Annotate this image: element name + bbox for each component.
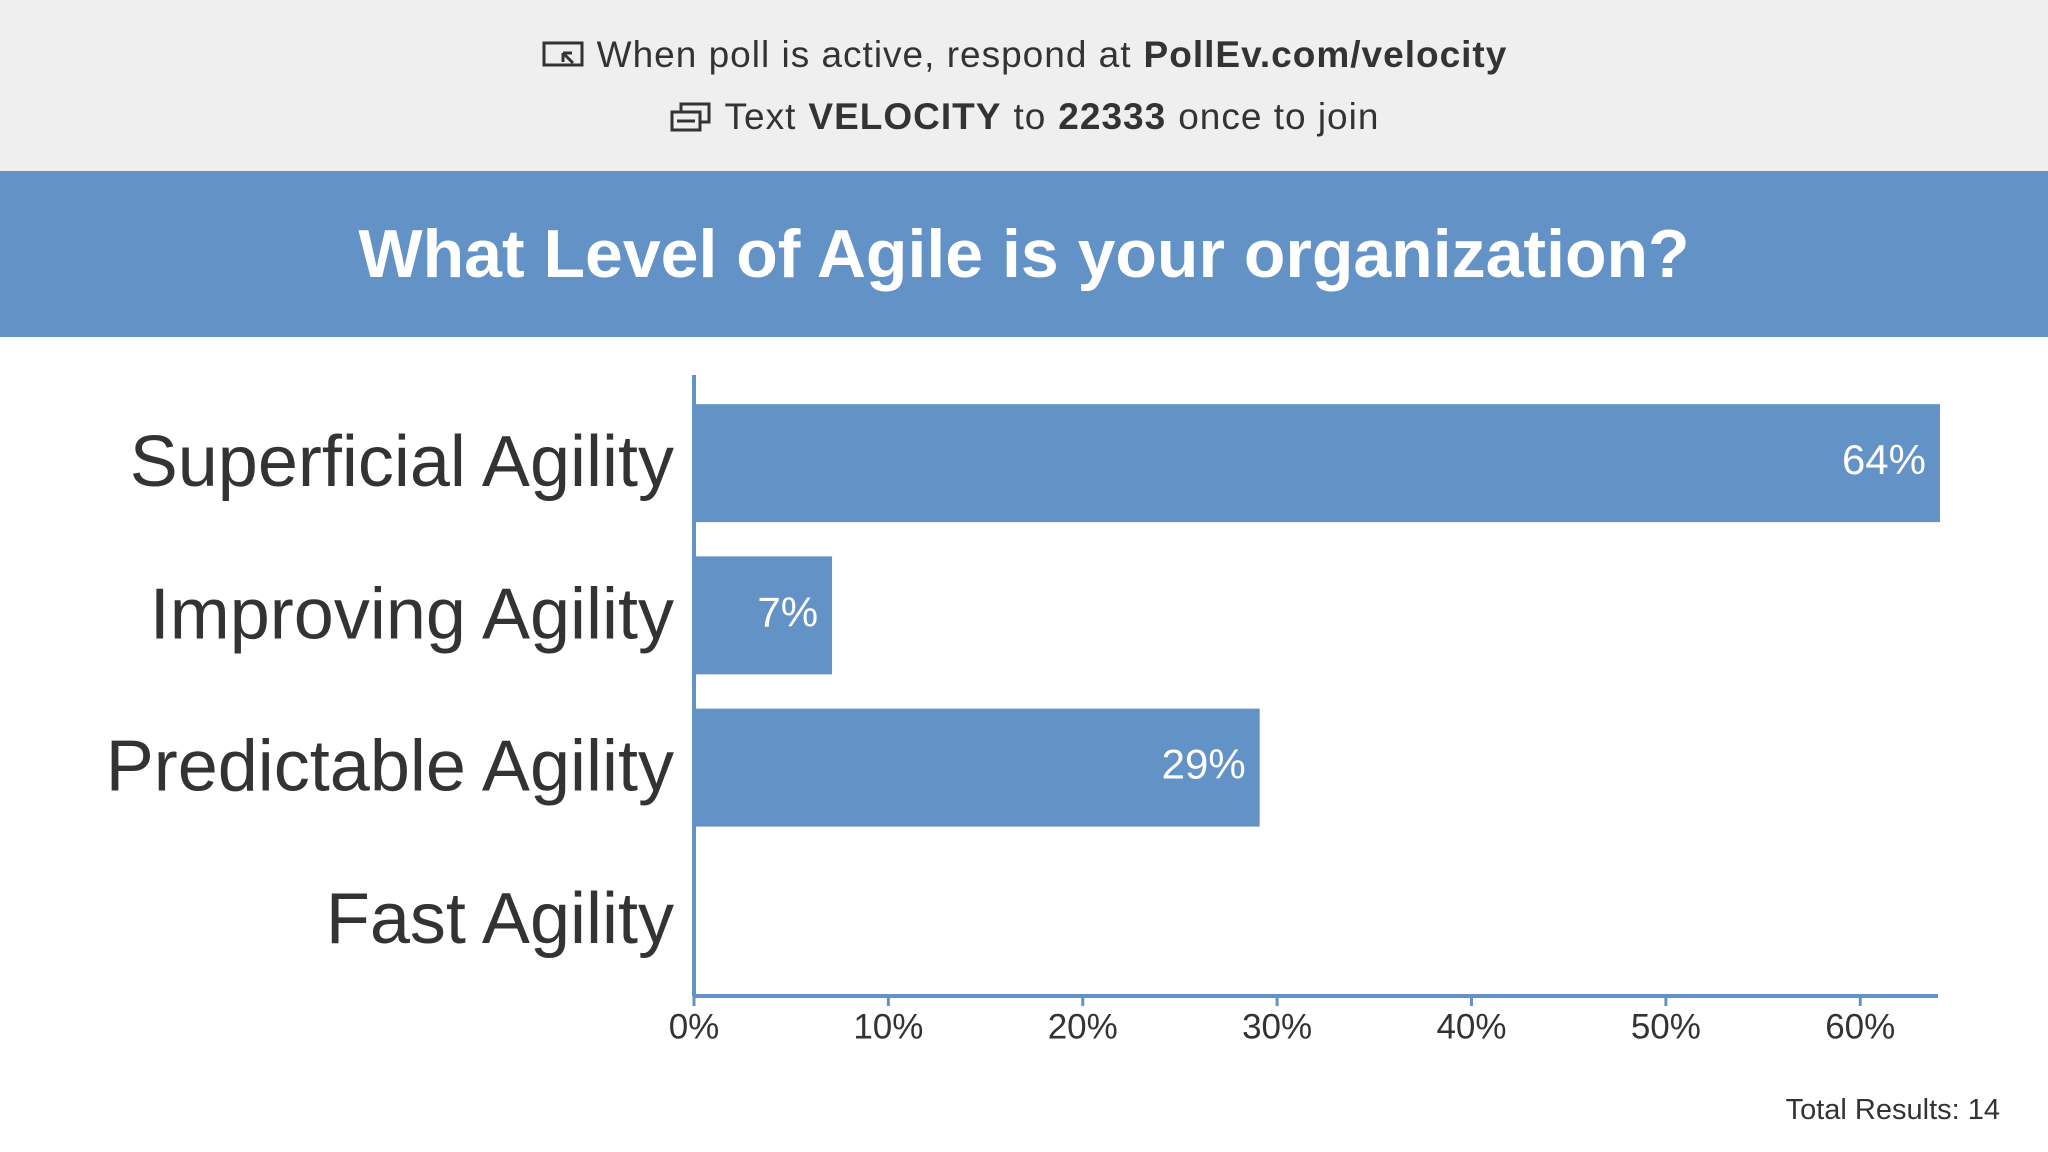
x-tick-label: 10% [853, 1007, 923, 1046]
value-label: 7% [757, 588, 818, 635]
category-label: Improving Agility [150, 574, 674, 654]
value-label: 64% [1842, 436, 1926, 483]
instruction-keyword: VELOCITY [808, 96, 1002, 137]
instruction-text: once to join [1178, 96, 1380, 137]
instruction-url: PollEv.com/velocity [1143, 34, 1508, 75]
instruction-line: Text VELOCITY to 22333 once to join [0, 96, 2048, 138]
category-label: Fast Agility [326, 879, 674, 959]
category-label: Superficial Agility [130, 422, 674, 502]
value-label: 29% [1162, 741, 1246, 788]
category-label: Predictable Agility [106, 727, 674, 807]
x-tick-label: 20% [1048, 1007, 1118, 1046]
bar [696, 708, 1260, 827]
poll-instructions: When poll is active, respond at PollEv.c… [0, 0, 2048, 171]
instruction-text: to [1013, 96, 1047, 137]
screen-icon [542, 41, 584, 67]
total-results: Total Results: 14 [1785, 1094, 2000, 1126]
instruction-text: When poll is active, respond at [596, 34, 1132, 75]
x-tick-label: 60% [1825, 1007, 1895, 1046]
chart-title: What Level of Agile is your organization… [0, 171, 2048, 337]
x-tick-label: 30% [1242, 1007, 1312, 1046]
instruction-number: 22333 [1058, 96, 1167, 137]
instruction-text: Text [724, 96, 797, 137]
bar [696, 556, 833, 675]
instruction-line: When poll is active, respond at PollEv.c… [0, 34, 2048, 76]
x-tick-label: 50% [1631, 1007, 1701, 1046]
x-tick-label: 40% [1436, 1007, 1506, 1046]
bar [696, 404, 1940, 523]
sms-icon [670, 102, 711, 132]
x-tick-label: 0% [669, 1007, 720, 1046]
